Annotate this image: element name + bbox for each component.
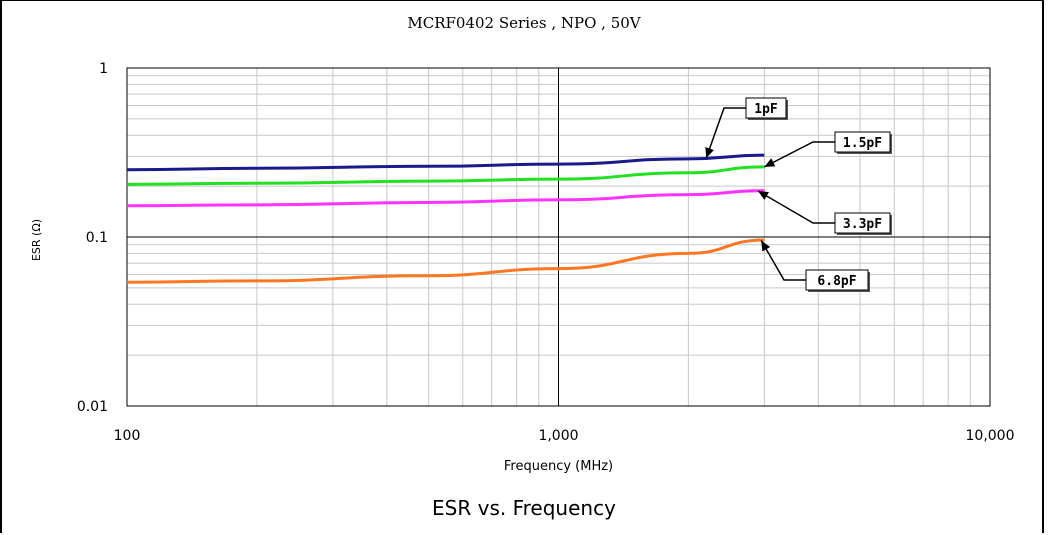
callout-box [834,212,891,234]
x-axis-label: Frequency (MHz) [504,459,613,474]
callout-arrowhead [705,147,714,158]
callout-box [745,97,787,119]
callout-leader [705,107,746,159]
series-line-1-5pF [126,165,765,186]
callout-box [834,131,891,153]
series-line-1pF [126,153,765,172]
x-tick-label: 1,000 [538,428,578,444]
callout-arrowhead [758,191,769,200]
y-tick-label: 0.1 [86,230,108,246]
series-line-3-3pF [126,189,765,208]
callout-arrowhead [761,240,771,252]
callout-arrowhead [764,158,776,167]
x-tick-label: 100 [114,428,141,444]
y-tick-label: 1 [99,61,108,77]
chart-title: MCRF0402 Series , NPO , 50V [407,14,641,32]
callout-leader [764,141,835,168]
x-tick-label: 10,000 [966,428,1015,444]
y-tick-label: 0.01 [77,399,108,415]
plot-area-border [126,67,991,407]
callout-label-1pF: 1pF [754,102,778,117]
y-axis-label: ESR (Ω) [30,219,43,261]
series-line-6-8pF [126,238,765,284]
callout-leader [760,240,806,281]
callout-box [805,269,869,291]
callout-label-6-8pF: 6.8pF [817,274,856,289]
chart-caption: ESR vs. Frequency [432,496,616,520]
callout-leader [757,190,835,224]
callout-label-1-5pF: 1.5pF [843,136,882,151]
callout-label-3-3pF: 3.3pF [843,217,882,232]
